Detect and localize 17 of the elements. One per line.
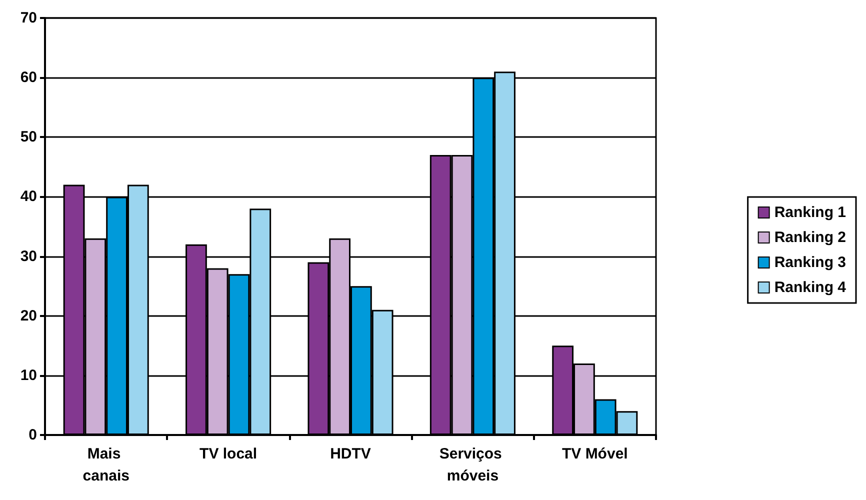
y-tick-label: 50 — [20, 128, 37, 146]
y-tick-label: 30 — [20, 248, 37, 265]
y-tick-label: 20 — [20, 307, 37, 324]
y-tick-label: 70 — [20, 10, 37, 26]
legend-label: Ranking 2 — [774, 229, 846, 246]
x-tick-label: Mais canais — [82, 446, 130, 484]
y-tick-label: 10 — [20, 366, 37, 384]
y-tick-label: 0 — [28, 426, 37, 444]
legend-label: Ranking 1 — [774, 204, 846, 221]
x-tick-label: TV local — [200, 446, 258, 462]
legend-label: Ranking 3 — [774, 254, 846, 271]
legend-label: Ranking 4 — [774, 279, 847, 296]
y-tick-label: 40 — [20, 188, 37, 206]
x-tick-label: Serviços móveis — [439, 446, 506, 484]
y-tick-label: 60 — [20, 69, 37, 86]
x-tick-label: TV Móvel — [562, 446, 628, 462]
x-tick-label: HDTV — [330, 446, 371, 462]
